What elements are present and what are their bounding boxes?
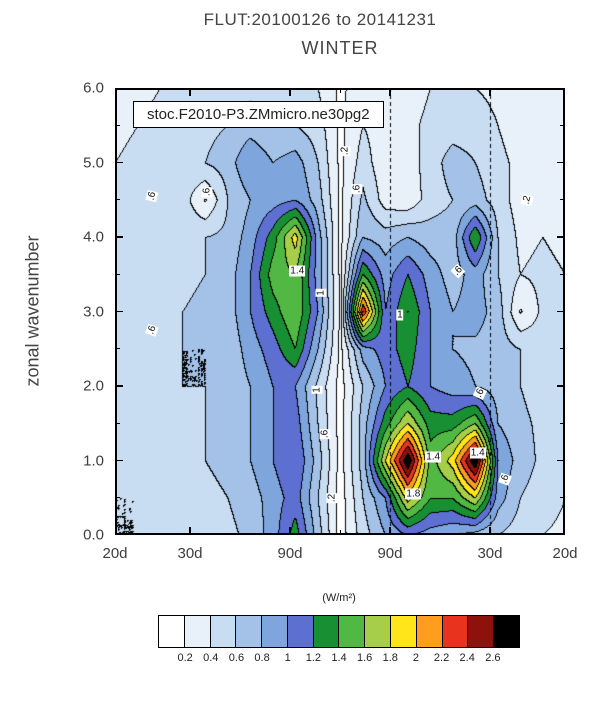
x-tick-mark — [389, 88, 391, 96]
colorbar-tick-label: 0.6 — [228, 652, 245, 664]
colorbar-tick-label: 0.4 — [203, 652, 219, 664]
y-minor-tick-mark — [115, 497, 120, 499]
y-minor-tick-mark — [115, 273, 120, 275]
colorbar-tick-label: 1.6 — [356, 652, 373, 664]
y-tick-mark — [115, 236, 123, 238]
colorbar-tick-label: 2.4 — [459, 652, 475, 664]
colorbar-cell — [236, 616, 263, 647]
x-tick-mark — [289, 88, 291, 96]
colorbar-cell — [210, 616, 237, 647]
y-tick-mark — [557, 459, 565, 462]
y-minor-tick-mark — [560, 497, 565, 499]
contour-line-label: 1.4 — [469, 447, 486, 459]
colorbar-tick-label: 2 — [412, 652, 419, 664]
y-tick-mark — [115, 533, 123, 535]
contour-line-label: .2 — [326, 492, 338, 503]
y-tick-label: 1.0 — [83, 452, 104, 469]
x-tick-mark — [289, 527, 291, 535]
colorbar-tick-label: 2.6 — [485, 652, 501, 664]
x-tick-mark — [189, 527, 191, 535]
colorbar-tick-label: 1.4 — [331, 652, 347, 664]
y-tick-mark — [115, 310, 123, 313]
y-tick-mark — [115, 459, 123, 462]
colorbar-units: (W/m²) — [322, 592, 356, 604]
colorbar — [158, 615, 520, 648]
x-tick-label: 90d — [277, 545, 303, 562]
dataset-label-box: stoc.F2010-P3.ZMmicro.ne30pg2 — [133, 101, 384, 128]
y-tick-mark — [557, 161, 565, 164]
y-minor-tick-mark — [115, 422, 120, 424]
colorbar-cell — [159, 616, 185, 647]
colorbar-cell — [442, 616, 469, 647]
colorbar-cell — [365, 616, 392, 647]
x-tick-label: 30d — [177, 545, 203, 562]
y-minor-tick-mark — [115, 348, 120, 350]
contour-line-label: 1.4 — [289, 265, 306, 277]
y-tick-mark — [557, 310, 565, 313]
y-tick-label: 6.0 — [83, 79, 104, 97]
x-minor-tick-mark — [339, 88, 341, 93]
contour-line-label: 1.4 — [425, 451, 442, 463]
contour-line-label: .6 — [351, 183, 363, 194]
x-tick-label: 20d — [102, 545, 128, 562]
y-minor-tick-mark — [560, 273, 565, 275]
y-minor-tick-mark — [115, 199, 120, 201]
colorbar-cell — [391, 616, 417, 647]
y-tick-label: 5.0 — [83, 154, 104, 171]
colorbar-cell — [468, 616, 495, 647]
colorbar-cell — [287, 616, 314, 647]
y-tick-label: 4.0 — [83, 228, 104, 246]
colorbar-tick-label: 1.2 — [305, 652, 321, 664]
colorbar-tick-label: 0.2 — [177, 652, 193, 664]
figure-subtitle: WINTER — [301, 38, 379, 58]
x-tick-label: 20d — [552, 545, 578, 562]
contour-line-label: 1 — [396, 309, 404, 321]
y-tick-mark — [557, 385, 565, 387]
y-minor-tick-mark — [115, 124, 120, 126]
contour-field-canvas — [115, 88, 565, 535]
y-tick-mark — [115, 161, 123, 164]
colorbar-cell — [184, 616, 211, 647]
contour-line-label: 1 — [311, 385, 323, 394]
y-tick-mark — [557, 533, 565, 535]
y-minor-tick-mark — [560, 422, 565, 424]
contour-line-label: .2 — [339, 146, 351, 157]
colorbar-tick-label: 1.8 — [382, 652, 398, 664]
x-minor-tick-mark — [339, 530, 341, 535]
x-tick-label: 90d — [377, 545, 403, 562]
y-minor-tick-mark — [560, 348, 565, 350]
contour-line-label: 1.8 — [405, 488, 422, 500]
figure-title: FLUT:20100126 to 20141231 — [203, 10, 437, 29]
plot-area: stoc.F2010-P3.ZMmicro.ne30pg2 .6 .6 .6 1.4 1… — [115, 88, 565, 535]
contour-line-label: 1 — [315, 289, 327, 297]
contour-line-label: .6 — [319, 429, 331, 440]
colorbar-cell — [313, 616, 340, 647]
x-tick-mark — [189, 88, 191, 96]
dataset-label: stoc.F2010-P3.ZMmicro.ne30pg2 — [147, 106, 370, 123]
y-tick-mark — [557, 88, 565, 90]
colorbar-tick-label: 0.8 — [254, 652, 270, 664]
y-tick-label: 0.0 — [83, 526, 104, 544]
contour-line-label: .6 — [201, 187, 213, 198]
colorbar-cell — [262, 616, 288, 647]
x-tick-mark — [489, 88, 491, 96]
colorbar-tick-label: 2.2 — [433, 652, 450, 664]
y-minor-tick-mark — [560, 199, 565, 201]
x-tick-mark — [489, 527, 491, 535]
x-tick-label: 30d — [477, 545, 503, 562]
y-tick-mark — [115, 385, 123, 387]
y-tick-label: 3.0 — [83, 303, 104, 320]
y-tick-label: 2.0 — [83, 377, 104, 395]
x-tick-mark — [389, 527, 391, 535]
y-minor-tick-mark — [560, 124, 565, 126]
colorbar-cell — [339, 616, 366, 647]
colorbar-tick-label: 1 — [284, 652, 291, 664]
colorbar-cell — [416, 616, 443, 647]
y-tick-mark — [115, 88, 123, 90]
colorbar-cell — [494, 616, 519, 647]
y-axis-title: zonal wavenumber — [22, 235, 43, 387]
y-tick-mark — [557, 236, 565, 238]
